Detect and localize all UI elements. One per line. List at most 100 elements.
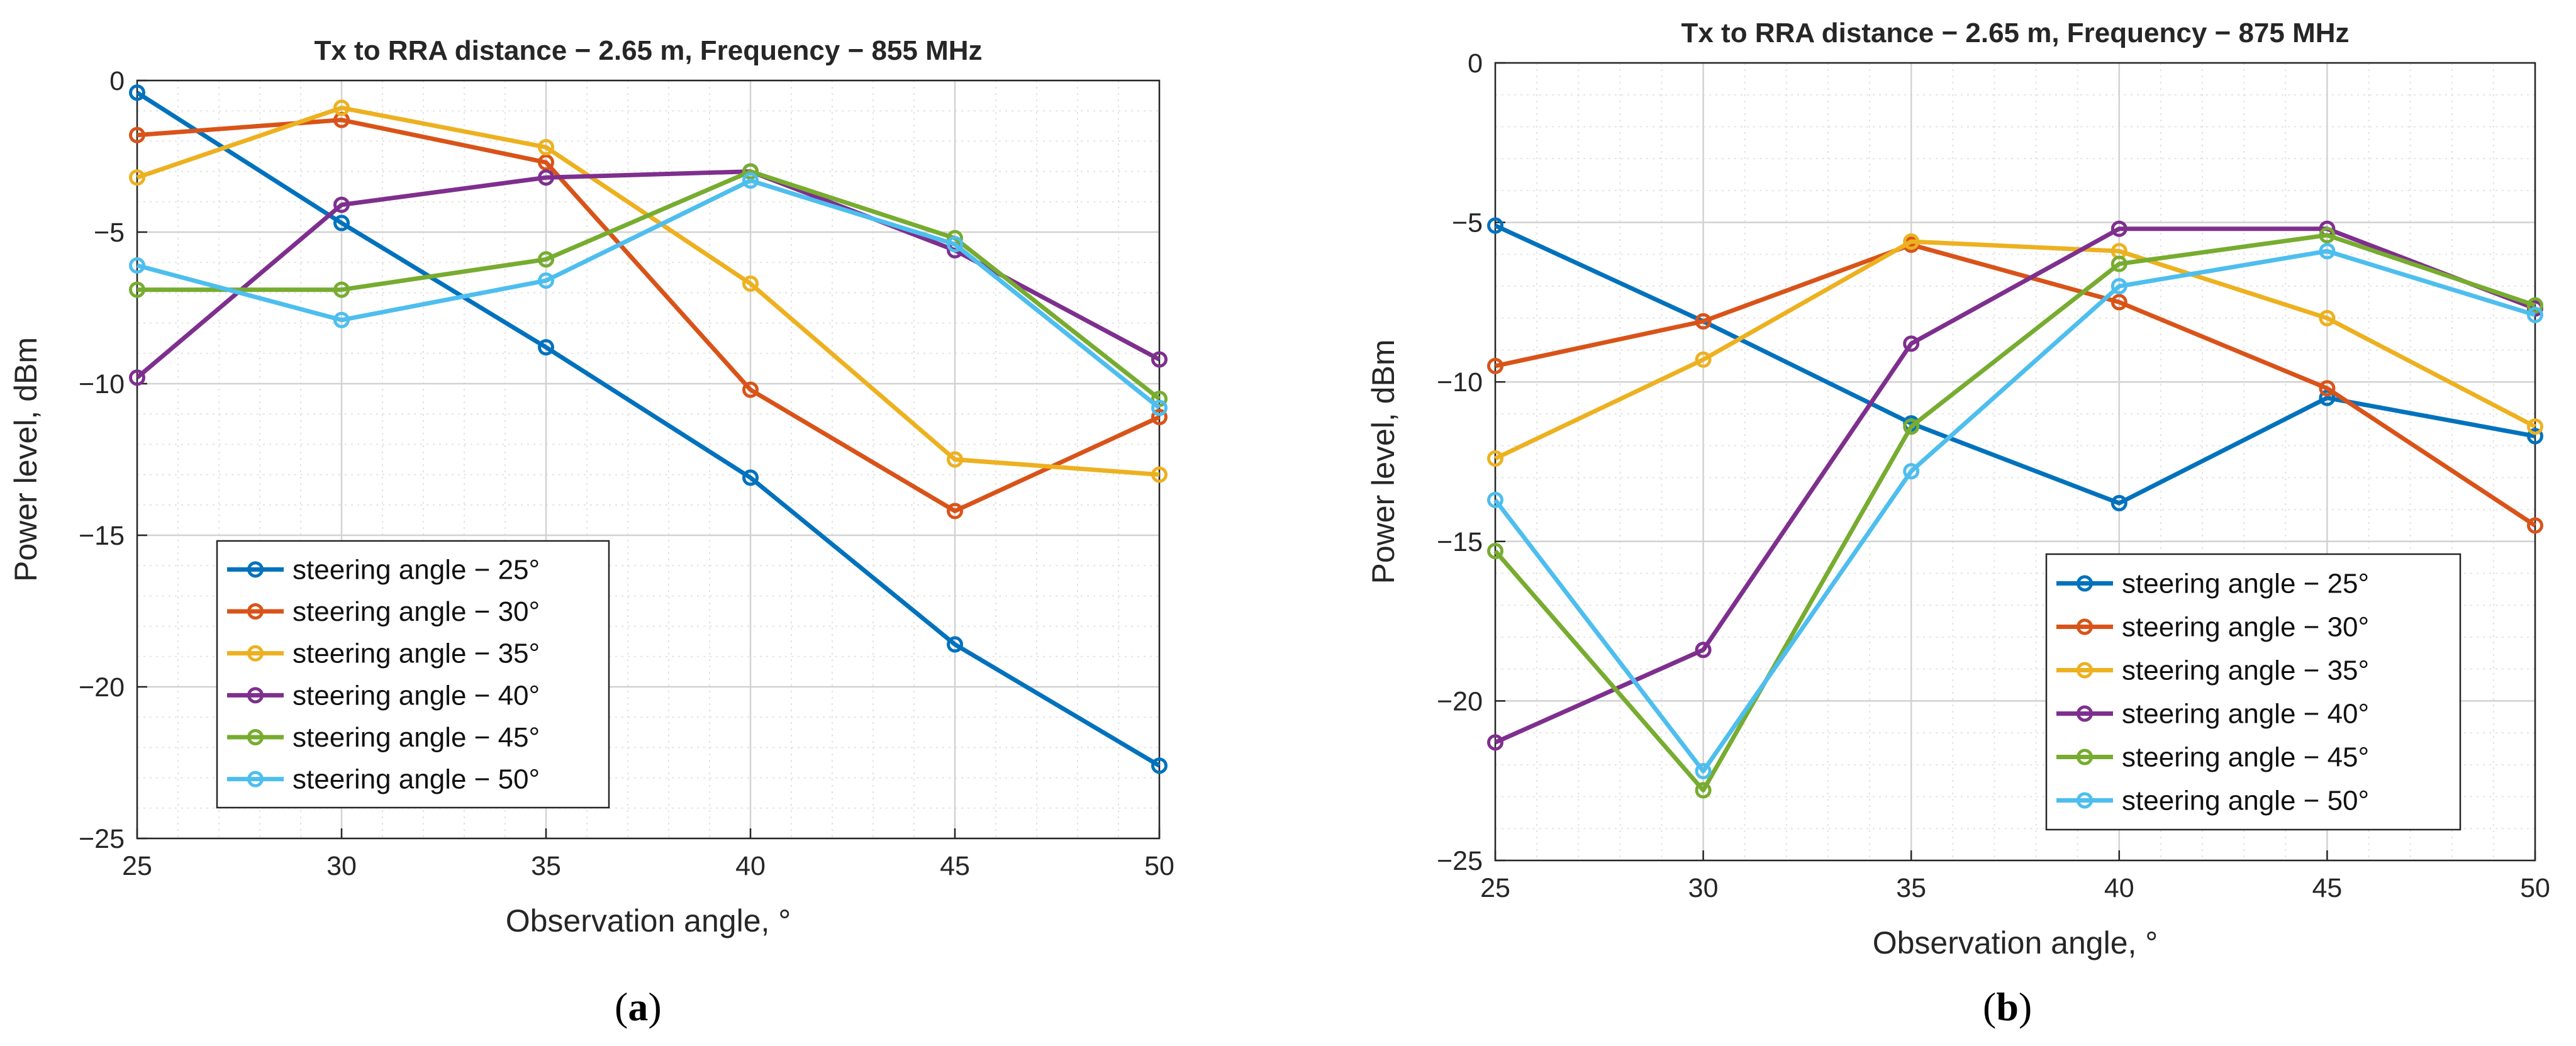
x-tick-label: 35 xyxy=(1896,873,1926,903)
series-1 xyxy=(129,84,1168,774)
y-tick-label: −5 xyxy=(1452,208,1483,238)
data-point xyxy=(333,196,350,213)
legend-item: steering angle − 40° xyxy=(2056,699,2369,730)
legend-label: steering angle − 30° xyxy=(293,596,540,627)
legend-marker xyxy=(2077,662,2093,679)
data-point xyxy=(2527,418,2543,435)
data-point xyxy=(2527,428,2543,445)
chart-title: Tx to RRA distance − 2.65 m, Frequency −… xyxy=(1681,18,2349,48)
data-point xyxy=(2319,380,2336,397)
data-point xyxy=(2110,278,2127,295)
data-point xyxy=(1151,351,1168,368)
legend-item: steering angle − 30° xyxy=(2056,612,2369,643)
legend-item: steering angle − 35° xyxy=(2056,655,2369,686)
data-point xyxy=(742,275,759,292)
data-point xyxy=(742,172,759,189)
x-tick-label: 25 xyxy=(1480,873,1510,903)
data-point xyxy=(1151,757,1168,774)
data-point xyxy=(2110,255,2127,272)
series-line xyxy=(1495,242,2536,528)
legend: steering angle − 25° steering angle − 30°… xyxy=(216,540,610,809)
data-point xyxy=(2319,309,2336,326)
data-point xyxy=(1903,463,1920,480)
series-line xyxy=(137,178,1161,410)
x-axis-label: Observation angle, ° xyxy=(506,903,791,938)
y-tick-label: −25 xyxy=(79,824,125,854)
x-axis-label: Observation angle, ° xyxy=(1873,925,2158,960)
series-5 xyxy=(1487,226,2543,799)
panel-caption: (b) xyxy=(1983,984,2032,1029)
legend-item: steering angle − 50° xyxy=(227,764,540,795)
series-line xyxy=(1494,223,2536,506)
y-tick-label: −20 xyxy=(1437,686,1483,716)
legend-label: steering angle − 25° xyxy=(293,554,540,585)
legend-label: steering angle − 50° xyxy=(2122,786,2369,816)
data-point xyxy=(1487,734,1503,751)
legend-item: steering angle − 45° xyxy=(227,722,540,753)
series-4 xyxy=(1487,220,2543,751)
axes-frame xyxy=(136,79,1161,840)
data-point xyxy=(538,169,554,186)
caption-open: ( xyxy=(1983,984,1996,1029)
legend-item: steering angle − 50° xyxy=(2056,786,2369,816)
legend-marker xyxy=(2077,792,2093,809)
x-tick-label: 25 xyxy=(122,851,152,881)
x-tick-label: 45 xyxy=(2312,873,2342,903)
y-tick-label: −20 xyxy=(79,672,125,703)
data-point xyxy=(1695,762,1712,779)
legend-marker xyxy=(247,645,264,662)
legend-marker xyxy=(247,687,264,704)
series-line xyxy=(1494,226,2536,745)
data-point xyxy=(1695,782,1712,799)
data-point xyxy=(1487,491,1503,508)
series-line xyxy=(136,91,1161,768)
legend-label: steering angle − 45° xyxy=(2122,742,2369,773)
legend-label: steering angle − 25° xyxy=(2122,569,2369,599)
data-point xyxy=(2110,494,2127,511)
y-tick-label: 0 xyxy=(109,66,125,96)
x-tick-label: 30 xyxy=(326,851,357,881)
data-point xyxy=(2110,294,2127,311)
chart-panel-a: 25 30 35 40 45 50 0 −5 −10 −15 −20 −25 Tx to RRA dis… xyxy=(8,35,1174,1029)
data-point xyxy=(129,126,145,143)
series-line xyxy=(137,118,1161,513)
caption-close: ) xyxy=(2019,984,2032,1029)
legend-marker xyxy=(2077,618,2093,635)
x-tick-label: 45 xyxy=(940,851,970,881)
panel-caption: (a) xyxy=(615,984,662,1029)
legend-label: steering angle − 50° xyxy=(293,764,540,795)
x-tick-label: 50 xyxy=(1144,851,1174,881)
data-point xyxy=(1695,313,1712,330)
data-point xyxy=(1151,466,1168,483)
y-tick-label: −10 xyxy=(1437,367,1483,398)
data-point xyxy=(2319,243,2336,260)
series-2 xyxy=(129,111,1168,520)
series-3 xyxy=(1487,233,2543,467)
legend-item: steering angle − 25° xyxy=(227,554,540,585)
data-point xyxy=(742,163,759,180)
legend-marker xyxy=(247,771,264,787)
caption-open: ( xyxy=(615,984,628,1029)
data-point xyxy=(1903,233,1920,250)
data-point xyxy=(1903,335,1920,352)
data-point xyxy=(2110,220,2127,237)
data-point xyxy=(333,214,350,231)
data-point xyxy=(2527,517,2543,534)
x-tick-label: 50 xyxy=(2520,873,2550,903)
data-point xyxy=(538,339,554,356)
y-tick-label: −15 xyxy=(79,521,125,551)
data-point xyxy=(538,251,554,268)
data-point xyxy=(1487,357,1503,374)
data-point xyxy=(947,451,963,468)
data-point xyxy=(1487,543,1503,560)
caption-letter: b xyxy=(1996,984,2019,1029)
data-point xyxy=(129,257,145,274)
data-point xyxy=(538,139,554,156)
data-point xyxy=(129,281,145,298)
data-point xyxy=(2319,226,2336,243)
data-point xyxy=(2527,306,2543,323)
data-point xyxy=(947,503,963,520)
data-point xyxy=(2319,389,2336,406)
caption-close: ) xyxy=(648,984,661,1029)
